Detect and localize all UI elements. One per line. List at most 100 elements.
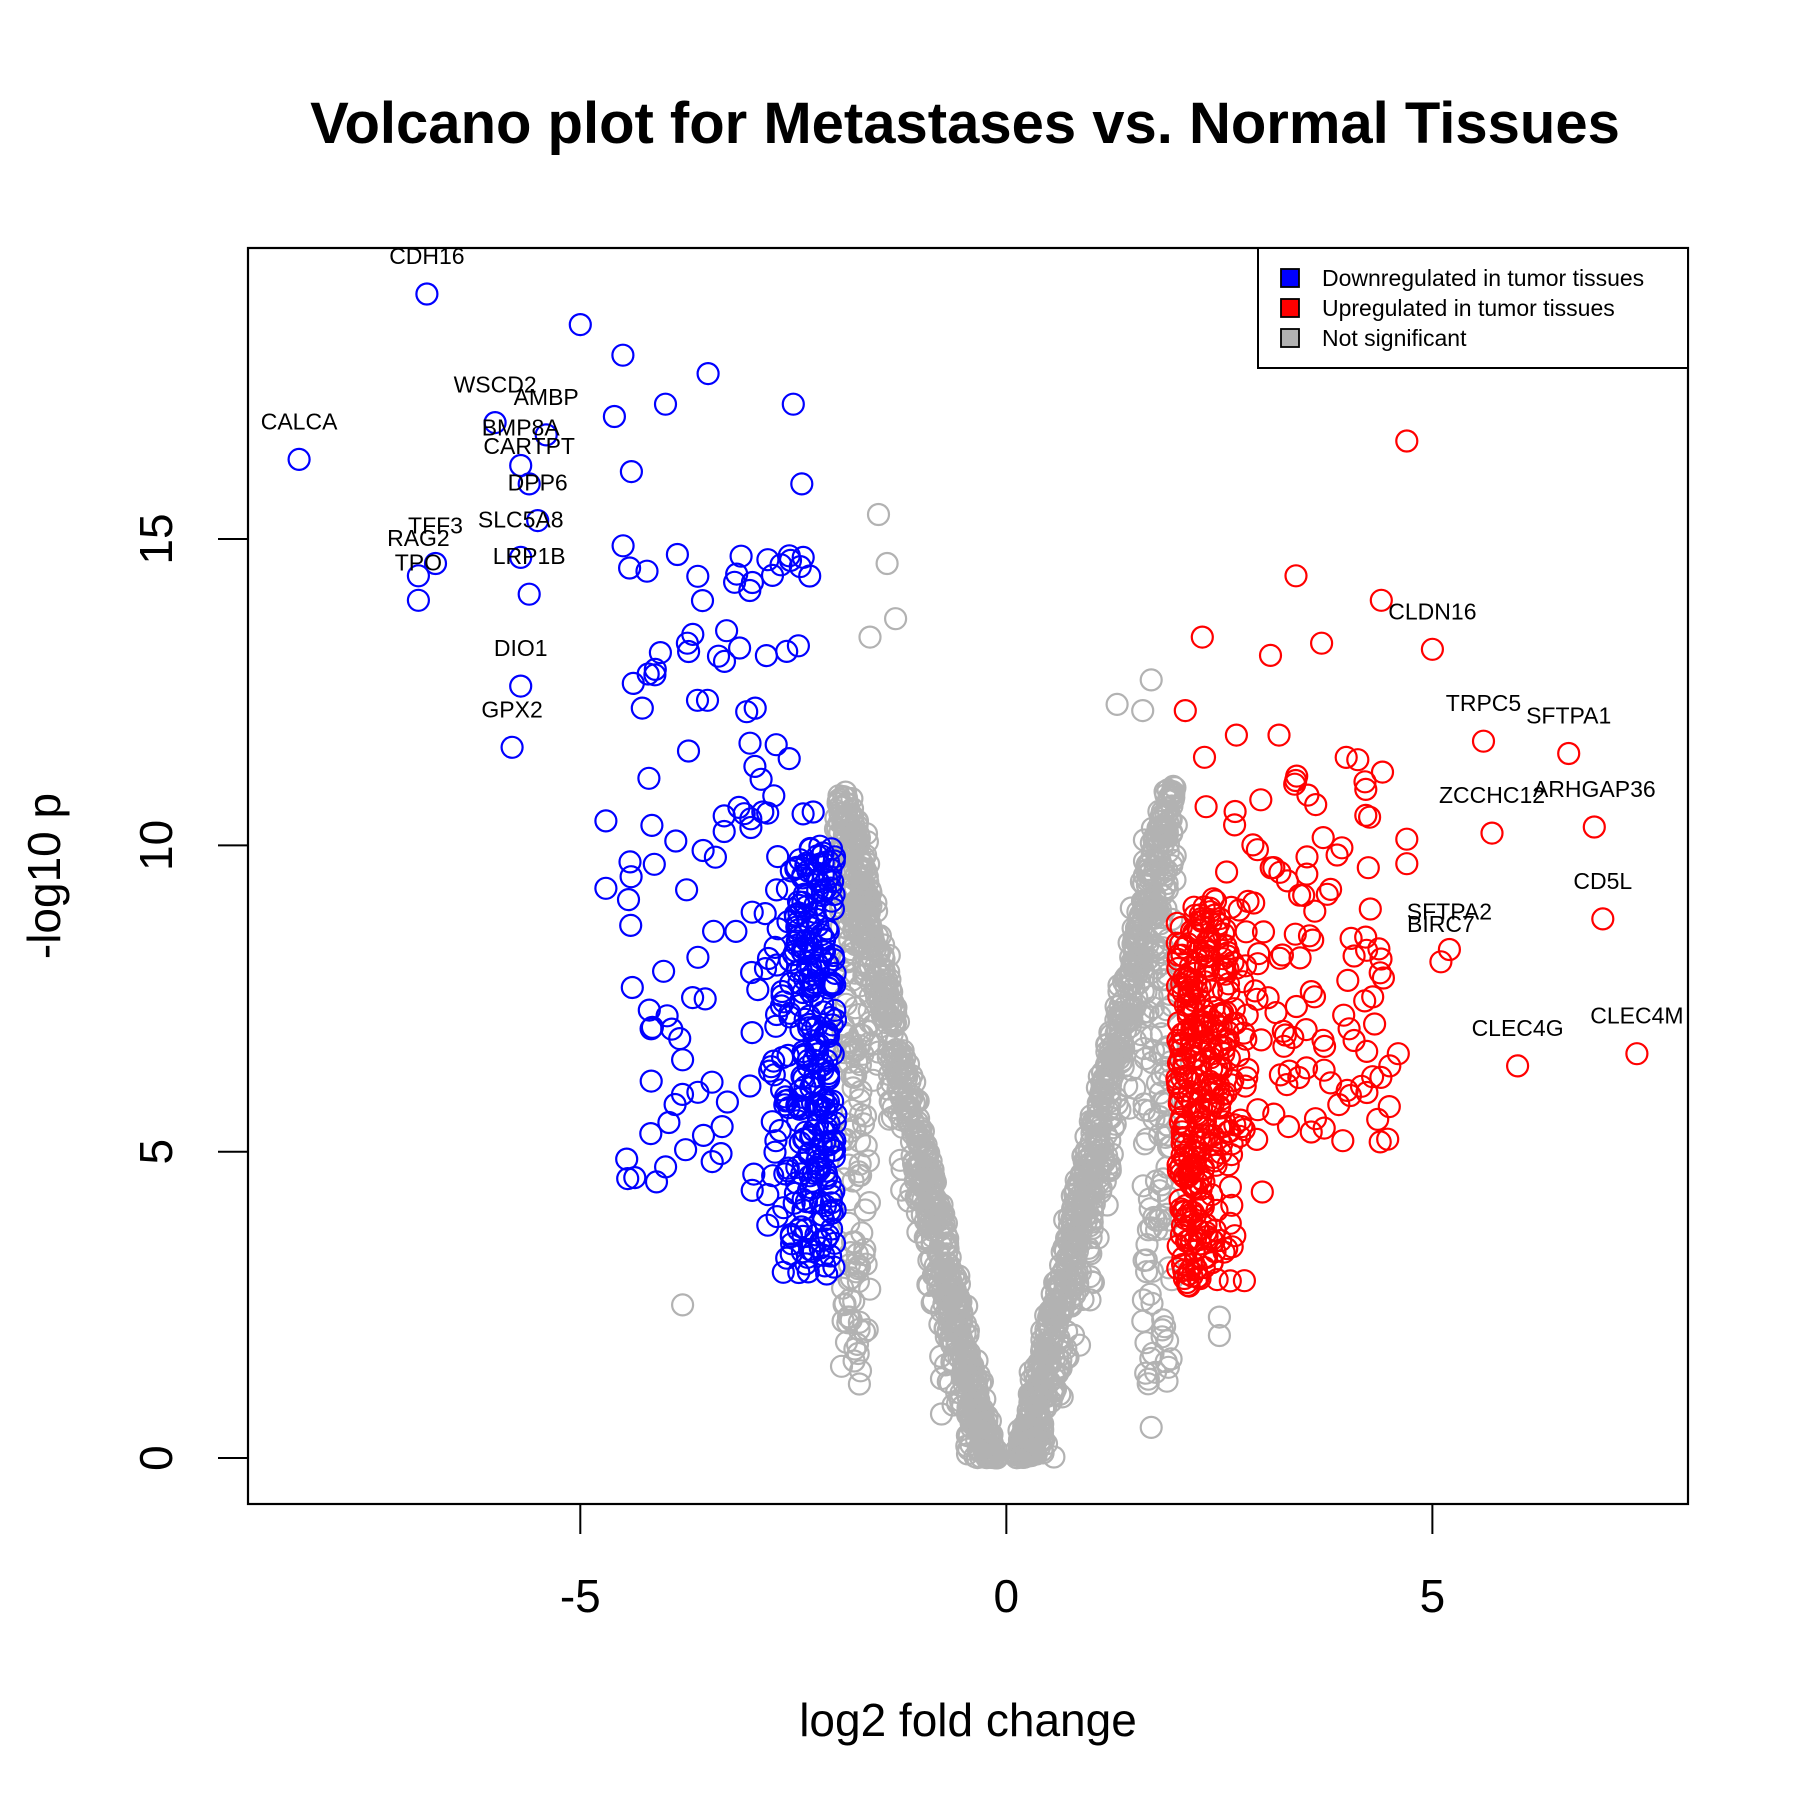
data-point-up (1250, 1180, 1274, 1204)
data-point-up (1284, 768, 1308, 793)
gene-label-cartpt: CARTPT (483, 433, 575, 459)
data-point-up (1268, 946, 1292, 970)
data-point-down (813, 1254, 837, 1278)
data-point-ns (1060, 1197, 1085, 1221)
data-point-ns (851, 1042, 875, 1066)
gene-label-wscd2: WSCD2 (454, 372, 537, 398)
data-point-down (823, 1008, 848, 1032)
data-point-up (1249, 788, 1273, 812)
data-point-up (1234, 1027, 1258, 1051)
data-point-ns (898, 1069, 922, 1094)
data-point-down (664, 829, 688, 853)
data-point-ns (837, 1253, 862, 1277)
data-point-ns (1131, 1174, 1155, 1198)
data-point-up (1168, 1032, 1192, 1056)
gene-point-zcchc12 (1480, 821, 1504, 845)
data-point-up (1232, 1269, 1257, 1293)
x-tick-label: 5 (1420, 1570, 1446, 1622)
data-point-ns (1136, 1000, 1160, 1024)
data-point-up (1191, 1156, 1216, 1180)
data-point-down (817, 865, 842, 889)
data-point-down (797, 1237, 822, 1261)
data-point-up (1205, 1267, 1229, 1292)
data-point-down (568, 313, 592, 337)
data-point-up (1284, 564, 1308, 588)
legend-swatch-ns (1280, 328, 1300, 348)
data-point-up (1376, 1127, 1400, 1151)
data-point-up (1212, 1041, 1236, 1066)
data-point-down (691, 838, 715, 863)
data-point-up (1193, 1110, 1218, 1134)
data-point-ns (1126, 926, 1151, 950)
data-point-down (775, 639, 799, 664)
data-point-down (787, 971, 811, 995)
data-point-ns (855, 1318, 879, 1342)
data-point-up (1184, 971, 1208, 995)
data-point-up (1176, 1066, 1200, 1090)
data-point-ns (1088, 1082, 1113, 1107)
data-point-up (1203, 889, 1228, 913)
data-point-down (639, 1069, 663, 1093)
data-point-up (1233, 954, 1258, 978)
data-point-up (1213, 918, 1237, 942)
data-point-down (621, 671, 645, 696)
data-point-down (653, 1155, 678, 1179)
data-point-ns (1085, 1132, 1109, 1157)
data-point-ns (858, 1277, 882, 1301)
data-point-ns (842, 918, 866, 942)
data-point-ns (1131, 698, 1155, 723)
data-point-ns (857, 999, 881, 1023)
data-point-down (742, 1162, 766, 1186)
data-point-ns (1106, 1003, 1131, 1028)
data-point-ns (1207, 1323, 1232, 1348)
data-point-ns (1097, 1152, 1122, 1176)
data-point-up (1192, 1170, 1216, 1194)
data-point-up (1187, 1030, 1211, 1054)
data-point-down (712, 649, 737, 674)
data-point-down (700, 1070, 724, 1094)
data-point-up (1197, 954, 1221, 978)
data-point-ns (1104, 1008, 1128, 1032)
data-point-up (1241, 833, 1265, 857)
data-point-ns (1155, 1113, 1179, 1137)
data-point-up (1354, 925, 1378, 949)
data-point-down (799, 1075, 823, 1100)
data-point-ns (1082, 1185, 1106, 1210)
data-point-up (1178, 982, 1202, 1006)
data-point-ns (933, 1233, 957, 1257)
data-point-up (1268, 1063, 1293, 1087)
data-point-ns (1105, 1018, 1130, 1042)
data-point-up (1223, 799, 1247, 824)
data-point-up (1220, 1193, 1244, 1217)
data-point-ns (1036, 1312, 1061, 1336)
data-point-up (1222, 813, 1247, 837)
data-point-down (680, 985, 705, 1010)
data-point-ns (1114, 974, 1138, 999)
y-tick-label: 5 (130, 1139, 182, 1165)
gene-label-trpc5: TRPC5 (1446, 690, 1521, 716)
data-point-up (1173, 1133, 1197, 1158)
data-point-down (642, 852, 666, 876)
data-point-ns (897, 1101, 921, 1126)
data-point-ns (1155, 1369, 1179, 1393)
data-point-down (764, 878, 789, 902)
data-point-ns (670, 1293, 695, 1317)
data-point-up (1294, 1056, 1319, 1080)
data-point-up (1271, 1019, 1295, 1043)
data-point-down (636, 662, 660, 686)
data-point-ns (1161, 774, 1185, 799)
data-point-up (1218, 1269, 1242, 1293)
y-axis: 0 5 10 15 (130, 513, 249, 1471)
gene-label-sftpa2: SFTPA2 (1407, 899, 1492, 925)
data-point-down (770, 1045, 795, 1070)
data-point-down (819, 1005, 843, 1030)
data-point-up (1354, 938, 1379, 962)
data-point-down (765, 953, 789, 977)
legend-label-up: Upregulated in tumor tissues (1322, 295, 1615, 321)
data-point-down (791, 802, 815, 826)
data-point-ns (874, 999, 899, 1024)
data-point-down (776, 1156, 800, 1180)
gene-label-gpx2: GPX2 (481, 696, 542, 722)
data-point-ns (836, 1305, 861, 1329)
gene-label-arhgap36: ARHGAP36 (1533, 776, 1656, 802)
